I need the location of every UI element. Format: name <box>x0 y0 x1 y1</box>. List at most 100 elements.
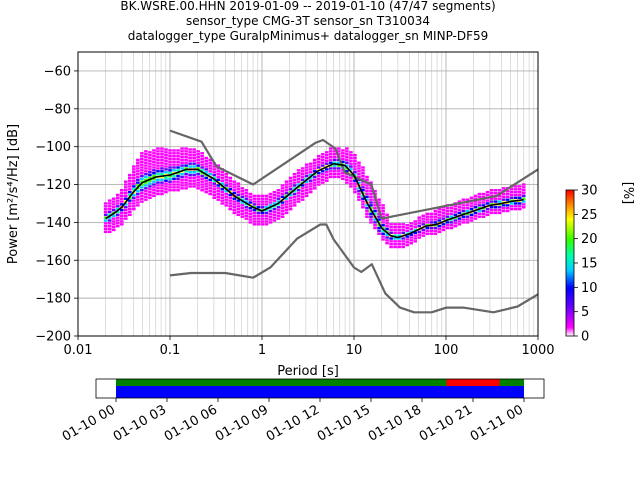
heatmap-cell <box>389 245 393 249</box>
heatmap-cell <box>192 173 196 177</box>
heatmap-cell <box>433 212 438 216</box>
heatmap-cell <box>296 171 301 175</box>
heatmap-cell <box>288 179 293 182</box>
heatmap-cell <box>373 207 377 210</box>
heatmap-cell <box>115 213 120 217</box>
heatmap-cell <box>489 206 494 209</box>
heatmap-cell <box>433 218 438 221</box>
heatmap-cell <box>208 161 213 164</box>
heatmap-cell <box>144 175 148 179</box>
heatmap-cell <box>329 175 333 179</box>
heatmap-cell <box>212 196 217 199</box>
heatmap-cell <box>184 184 188 187</box>
heatmap-cell <box>272 196 277 199</box>
heatmap-cell <box>107 205 112 208</box>
heatmap-cell <box>184 170 188 173</box>
heatmap-cell <box>176 149 180 152</box>
heatmap-cell <box>119 200 124 203</box>
heatmap-cell <box>369 221 373 224</box>
heatmap-cell <box>132 207 136 211</box>
heatmap-cell <box>156 178 160 181</box>
heatmap-cell <box>152 166 156 169</box>
x-tick-label: 10 <box>346 343 363 358</box>
heatmap-cell <box>144 189 148 193</box>
heatmap-cell <box>168 152 172 155</box>
heatmap-cell <box>200 174 204 178</box>
heatmap-cell <box>216 175 221 179</box>
heatmap-cell <box>353 179 357 182</box>
heatmap-cell <box>316 177 321 181</box>
heatmap-cell <box>188 153 192 157</box>
heatmap-cell <box>292 184 297 187</box>
heatmap-cell <box>119 194 124 198</box>
heatmap-cell <box>413 231 418 235</box>
heatmap-cell <box>107 213 112 217</box>
heatmap-cell <box>123 189 128 192</box>
heatmap-cell <box>357 170 361 173</box>
heatmap-cell <box>244 208 249 212</box>
heatmap-cell <box>345 161 349 164</box>
heatmap-cell <box>160 155 164 159</box>
heatmap-cell <box>128 210 132 214</box>
heatmap-cell <box>385 213 389 217</box>
heatmap-cell <box>272 199 277 202</box>
heatmap-cell <box>240 198 245 201</box>
heatmap-cell <box>389 242 393 246</box>
timeline-tick-label: 01-10 12 <box>264 402 322 444</box>
heatmap-cell <box>152 177 156 181</box>
heatmap-cell <box>300 192 305 196</box>
heatmap-cell <box>473 194 478 198</box>
heatmap-cell <box>373 189 377 193</box>
heatmap-cell <box>196 172 200 176</box>
heatmap-cell <box>445 209 450 213</box>
timeline-tick-label: 01-10 03 <box>111 402 169 444</box>
heatmap-cell <box>176 186 180 189</box>
heatmap-cell <box>473 211 478 215</box>
heatmap-cell <box>349 182 353 185</box>
heatmap-cell <box>409 227 413 231</box>
heatmap-cell <box>461 215 466 218</box>
heatmap-cell <box>268 204 273 207</box>
heatmap-cell <box>228 193 233 197</box>
heatmap-cell <box>232 206 237 209</box>
heatmap-cell <box>300 175 305 179</box>
heatmap-cell <box>324 176 329 180</box>
heatmap-cell <box>260 214 265 217</box>
heatmap-cell <box>256 194 261 198</box>
heatmap-cell <box>248 218 253 221</box>
heatmap-cell <box>156 172 160 176</box>
heatmap-cell <box>393 225 397 229</box>
heatmap-cell <box>156 164 160 167</box>
heatmap-cell <box>433 232 438 235</box>
heatmap-cell <box>280 204 285 207</box>
heatmap-cell <box>284 197 289 200</box>
heatmap-cell <box>119 220 124 223</box>
heatmap-cell <box>128 182 132 185</box>
heatmap-cell <box>212 188 217 191</box>
heatmap-cell <box>248 195 253 199</box>
heatmap-cell <box>288 199 293 202</box>
heatmap-cell <box>123 191 128 195</box>
heatmap-cell <box>272 190 277 194</box>
heatmap-cell <box>473 200 478 203</box>
heatmap-cell <box>172 157 176 161</box>
heatmap-cell <box>220 196 225 199</box>
heatmap-cell <box>377 201 381 204</box>
high-noise-model-line <box>169 129 538 220</box>
heatmap-cell <box>220 171 225 174</box>
heatmap-cell <box>333 172 337 176</box>
heatmap-cell <box>152 152 156 155</box>
heatmap-cell <box>132 165 136 168</box>
heatmap-cell <box>232 203 237 206</box>
chart-title-line-3: datalogger_type GuralpMinimus+ datalogge… <box>128 29 489 43</box>
heatmap-cell <box>184 172 188 176</box>
heatmap-cell <box>349 179 353 182</box>
heatmap-cell <box>284 191 289 195</box>
heatmap-cell <box>401 228 405 232</box>
heatmap-cell <box>208 172 213 176</box>
heatmap-cell <box>493 189 498 192</box>
heatmap-cell <box>148 188 152 191</box>
heatmap-cell <box>373 212 377 216</box>
heatmap-cell <box>115 196 120 199</box>
